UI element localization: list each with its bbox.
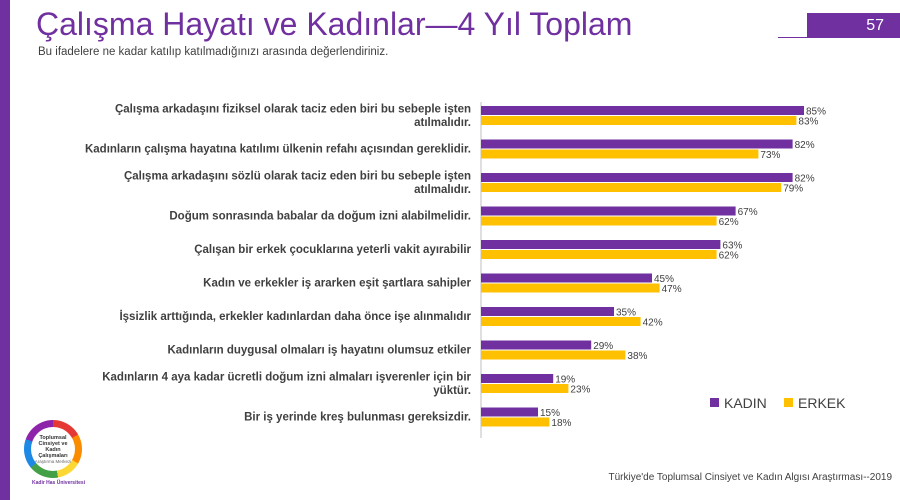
value-label-kadin: 63%: [722, 241, 742, 252]
category-label: Çalışan bir erkek çocuklarına yeterli va…: [194, 244, 471, 256]
category-label-line: Bir iş yerinde kreş bulunması gereksizdi…: [244, 412, 471, 424]
value-label-erkek: 62%: [719, 217, 739, 228]
category-label-line: Kadınların duygusal olmaları iş hayatını…: [167, 345, 471, 357]
value-label-kadin: 35%: [616, 308, 636, 319]
value-label-erkek: 18%: [551, 418, 571, 429]
logo-line3: Araştırma Merkezi: [34, 458, 72, 464]
legend-label-erkek: ERKEK: [798, 395, 846, 411]
category-label-line: yüktür.: [433, 385, 471, 397]
category-label-line: İşsizlik arttığında, erkekler kadınlarda…: [119, 310, 471, 323]
category-label-line: atılmalıdır.: [414, 184, 471, 196]
page-title: Çalışma Hayatı ve Kadınlar—4 Yıl Toplam: [36, 6, 633, 42]
bar-erkek: [481, 183, 782, 192]
bar-erkek: [481, 417, 550, 427]
legend-swatch-erkek: [784, 398, 793, 407]
value-label-kadin: 67%: [738, 207, 758, 218]
bar-kadin: [481, 240, 721, 249]
value-label-kadin: 19%: [555, 375, 575, 386]
bar-erkek: [481, 116, 797, 125]
logo-university: Kadir Has Üniversitesi: [32, 480, 86, 486]
source-footer: Türkiye'de Toplumsal Cinsiyet ve Kadın A…: [608, 472, 892, 483]
bar-erkek: [481, 317, 641, 326]
bar-kadin: [481, 374, 554, 383]
value-label-kadin: 82%: [795, 174, 815, 185]
logo-line1: Toplumsal Cinsiyet ve: [38, 434, 68, 447]
value-label-erkek: 47%: [662, 284, 682, 295]
page-number-badge: 57: [807, 13, 900, 38]
bar-erkek: [481, 283, 660, 293]
value-label-erkek: 83%: [798, 117, 818, 128]
page-number: 57: [866, 16, 884, 34]
bar-erkek: [481, 250, 717, 259]
category-label: İşsizlik arttığında, erkekler kadınlarda…: [119, 310, 471, 323]
category-label: Doğum sonrasında babalar da doğum izni a…: [169, 211, 471, 223]
category-label: Bir iş yerinde kreş bulunması gereksizdi…: [244, 412, 471, 424]
bar-kadin: [481, 340, 592, 350]
bar-kadin: [481, 307, 614, 316]
value-label-erkek: 62%: [719, 251, 739, 262]
left-accent-bar: [0, 0, 10, 500]
value-label-kadin: 15%: [540, 408, 560, 419]
value-label-kadin: 29%: [593, 341, 613, 352]
category-label-line: atılmalıdır.: [414, 117, 471, 129]
category-label: Kadınların duygusal olmaları iş hayatını…: [167, 345, 471, 357]
category-label-line: Çalışma arkadaşını sözlü olarak taciz ed…: [124, 170, 471, 182]
category-label-line: Kadın ve erkekler iş ararken eşit şartla…: [203, 278, 471, 290]
bar-kadin: [481, 407, 538, 417]
bar-kadin: [481, 273, 652, 283]
value-label-erkek: 73%: [760, 150, 780, 161]
legend-label-kadin: KADIN: [724, 395, 767, 411]
category-label-line: Kadınların çalışma hayatına katılımı ülk…: [85, 144, 471, 156]
category-label: Çalışma arkadaşını fiziksel olarak taciz…: [115, 103, 471, 129]
value-label-erkek: 42%: [643, 318, 663, 329]
value-label-kadin: 82%: [795, 140, 815, 151]
category-label: Kadın ve erkekler iş ararken eşit şartla…: [203, 278, 471, 290]
bar-kadin: [481, 206, 736, 216]
bar-erkek: [481, 384, 569, 393]
category-label-line: Çalışan bir erkek çocuklarına yeterli va…: [194, 244, 471, 256]
value-label-erkek: 79%: [783, 184, 803, 195]
category-label-line: Kadınların 4 aya kadar ücretli doğum izn…: [102, 371, 471, 383]
category-label: Kadınların 4 aya kadar ücretli doğum izn…: [102, 371, 471, 397]
bar-erkek: [481, 350, 626, 360]
category-label: Kadınların çalışma hayatına katılımı ülk…: [85, 144, 471, 156]
category-label-line: Doğum sonrasında babalar da doğum izni a…: [169, 211, 471, 223]
category-label-line: Çalışma arkadaşını fiziksel olarak taciz…: [115, 103, 471, 115]
page-subtitle: Bu ifadelere ne kadar katılıp katılmadığ…: [38, 46, 389, 58]
bar-kadin: [481, 173, 793, 182]
value-label-kadin: 45%: [654, 274, 674, 285]
value-label-erkek: 38%: [627, 351, 647, 362]
logo-line2: Kadın Çalışmaları: [38, 446, 68, 459]
bar-erkek: [481, 149, 759, 159]
value-label-erkek: 23%: [570, 385, 590, 396]
category-label: Çalışma arkadaşını sözlü olarak taciz ed…: [124, 170, 471, 196]
header-divider: [778, 37, 900, 38]
logo-inner: Toplumsal Cinsiyet ve Kadın Çalışmaları …: [31, 427, 75, 471]
bar-kadin: [481, 139, 793, 149]
bar-kadin: [481, 106, 804, 115]
value-label-kadin: 85%: [806, 107, 826, 118]
bar-erkek: [481, 216, 717, 226]
legend-swatch-kadin: [710, 398, 719, 407]
institution-logo: Toplumsal Cinsiyet ve Kadın Çalışmaları …: [22, 418, 98, 494]
